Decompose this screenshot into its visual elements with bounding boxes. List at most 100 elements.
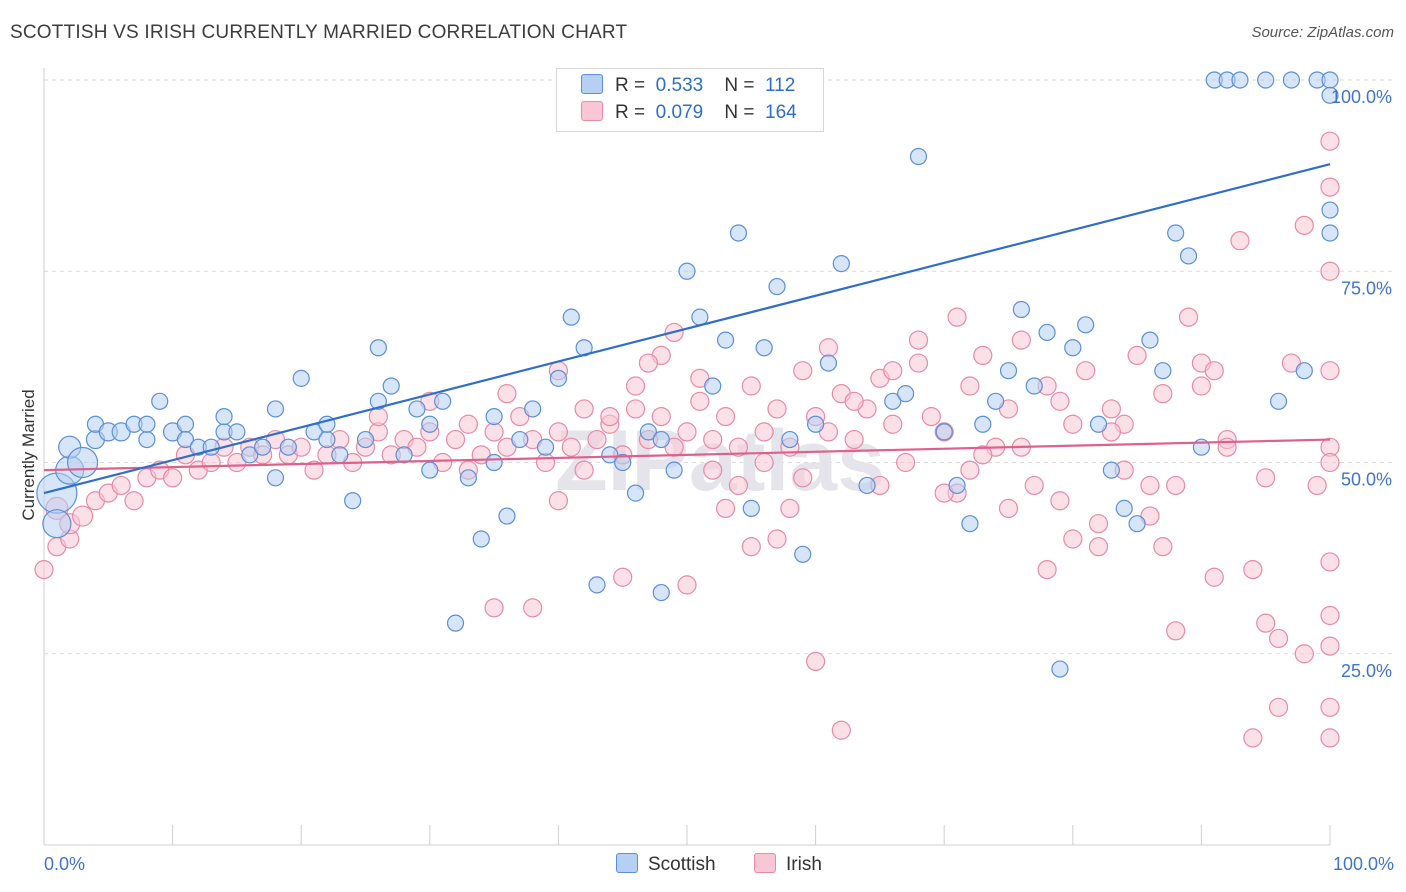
legend-row-scottish: R = 0.533 N = 112	[581, 73, 795, 99]
scottish-point	[729, 224, 748, 242]
trend-lines	[43, 163, 1331, 495]
scottish-point	[1128, 515, 1146, 533]
irish-point	[1243, 728, 1263, 748]
scottish-point	[1321, 71, 1339, 89]
r-value: 0.079	[655, 102, 704, 123]
irish-point	[1011, 330, 1031, 350]
irish-point	[767, 399, 787, 419]
scottish-point	[421, 415, 439, 433]
irish-point	[1153, 537, 1173, 557]
y-tick-label: 100.0%	[1331, 87, 1392, 107]
scottish-point	[614, 453, 632, 472]
irish-point	[548, 491, 569, 511]
irish-point	[304, 460, 324, 480]
irish-point	[767, 529, 787, 549]
irish-point	[921, 407, 941, 427]
scottish-point	[832, 255, 850, 273]
irish-point	[71, 505, 94, 527]
scottish-point	[485, 408, 503, 426]
irish-point	[741, 376, 761, 396]
scottish-point	[1257, 71, 1275, 89]
irish-point	[1320, 636, 1340, 656]
irish-point	[1268, 628, 1289, 649]
irish-point	[1037, 559, 1057, 580]
irish-point	[561, 437, 581, 457]
scottish-trend-line	[43, 163, 1331, 495]
scottish-point	[138, 430, 156, 449]
y-tick-labels: 25.0% 50.0% 75.0% 100.0%	[1331, 87, 1392, 681]
scottish-point	[897, 385, 915, 403]
irish-point	[1320, 177, 1340, 197]
legend-label-irish: Irish	[786, 854, 822, 875]
scottish-point	[961, 515, 979, 533]
scottish-point	[524, 400, 542, 418]
irish-point	[728, 437, 749, 457]
scottish-point	[176, 430, 195, 449]
n-label: N =	[724, 102, 755, 123]
irish-point	[1063, 414, 1083, 434]
irish-point	[1024, 475, 1044, 496]
scottish-point	[678, 262, 696, 280]
legend-item-scottish[interactable]: Scottish	[616, 852, 716, 878]
scottish-point	[652, 583, 670, 602]
irish-point	[587, 429, 607, 450]
scottish-point	[369, 392, 387, 410]
scottish-point	[1077, 316, 1095, 334]
irish-point	[535, 452, 556, 473]
irish-points	[34, 131, 1340, 748]
legend-item-irish[interactable]: Irish	[754, 852, 822, 878]
scottish-point	[228, 423, 246, 441]
irish-point	[163, 468, 183, 488]
irish-point	[1178, 307, 1199, 327]
irish-point	[574, 460, 594, 480]
r-label: R =	[615, 75, 646, 96]
irish-point	[703, 460, 723, 480]
scottish-point	[588, 576, 606, 594]
irish-point	[638, 353, 659, 373]
scottish-point	[382, 377, 400, 395]
scottish-point	[1154, 362, 1172, 380]
scottish-point	[999, 362, 1018, 380]
irish-point	[1256, 468, 1276, 488]
scottish-point	[781, 430, 799, 449]
scottish-point	[279, 438, 297, 456]
scottish-point	[485, 453, 503, 472]
irish-point	[1294, 644, 1314, 664]
irish-point	[1088, 514, 1109, 534]
scottish-point	[742, 499, 760, 517]
irish-point	[1320, 261, 1340, 281]
irish-point	[793, 468, 813, 488]
irish-point	[998, 498, 1019, 518]
irish-point	[844, 391, 864, 411]
n-label: N =	[724, 75, 755, 96]
scottish-point	[1231, 71, 1249, 89]
scottish-point	[266, 400, 285, 418]
scottish-point	[66, 446, 99, 479]
scottish-point	[1141, 331, 1159, 349]
irish-point	[715, 407, 736, 427]
scottish-point	[716, 331, 735, 349]
scottish-point	[1269, 392, 1288, 410]
irish-point	[690, 391, 710, 411]
irish-point	[1076, 361, 1096, 381]
scottish-point	[511, 430, 529, 449]
scottish-point	[1089, 415, 1108, 433]
scottish-point	[266, 469, 285, 487]
irish-point	[1063, 529, 1083, 549]
irish-point	[1256, 613, 1276, 633]
stats-legend: R = 0.533 N = 112 R = 0.079 N = 164	[556, 68, 824, 132]
series-legend: Scottish Irish	[0, 852, 1406, 878]
scottish-point	[356, 430, 375, 449]
irish-point	[613, 567, 633, 587]
scottish-point	[369, 339, 387, 357]
irish-point	[574, 399, 594, 419]
irish-point	[1320, 605, 1340, 626]
axes	[43, 68, 1331, 846]
irish-point	[831, 720, 851, 740]
irish-point	[1127, 345, 1147, 365]
scottish-point	[1179, 247, 1198, 265]
irish-point	[484, 422, 504, 442]
irish-point	[111, 475, 131, 496]
scottish-point	[665, 461, 683, 479]
